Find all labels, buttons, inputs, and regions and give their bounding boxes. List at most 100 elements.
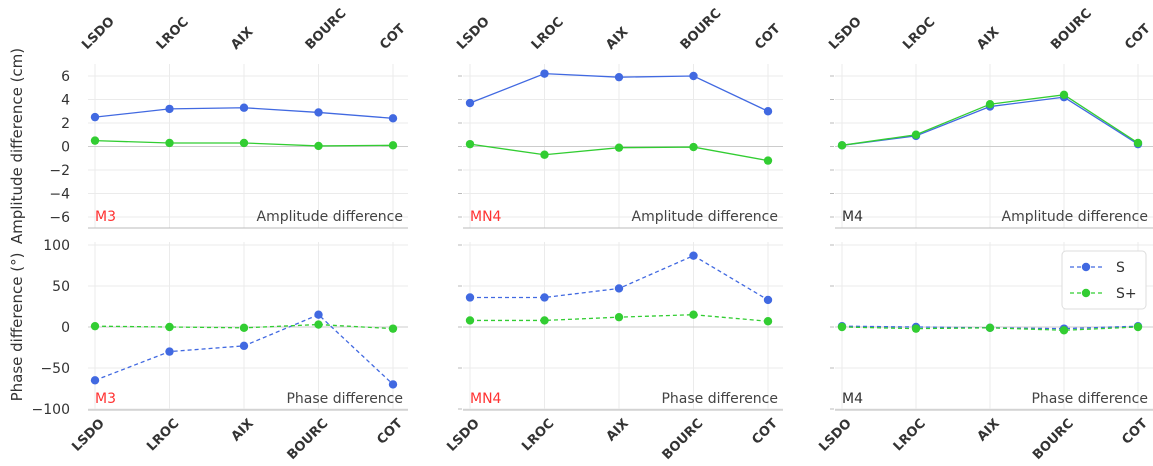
panel-amplitude-mn4-series-s-point	[689, 71, 698, 81]
station-label-top: AIX	[228, 25, 256, 53]
panel-phase-m3-series-s-point	[165, 347, 174, 356]
panel-amplitude-m4-constituent-label: M4	[842, 209, 863, 225]
panel-phase-m3-series-s-point	[90, 376, 100, 385]
station-label-top: COT	[752, 21, 784, 53]
panel-amplitude-mn4-series-s-plus-point	[689, 142, 698, 152]
panel-phase-m3-series-s-point	[239, 341, 249, 351]
station-label-top: LROC	[900, 15, 938, 53]
station-label-bottom: BOURC	[285, 416, 332, 462]
panel-amplitude-m3-series-s-plus-point	[239, 138, 249, 148]
station-label-top: BOURC	[1048, 6, 1095, 53]
panel-phase-m3-ytick: 100	[43, 238, 70, 254]
panel-amplitude-m3-series-s-plus-point	[314, 141, 323, 151]
panel-phase-mn4-constituent-label: MN4	[470, 391, 502, 407]
panel-phase-mn4-series-s-point	[689, 251, 698, 260]
station-label-bottom: LSDO	[444, 416, 483, 455]
panel-amplitude-mn4-series-s-plus-point	[614, 143, 624, 152]
station-label-bottom: AIX	[229, 416, 257, 444]
station-label-bottom: COT	[374, 416, 406, 448]
station-label-top: BOURC	[678, 6, 725, 53]
panel-amplitude-m3-series-s-point	[388, 114, 398, 123]
panel-amplitude-m3-series-s-point	[239, 103, 249, 112]
panel-amplitude-m3-series-s-plus-point	[388, 141, 398, 150]
panel-amplitude-m3-title: Amplitude difference	[257, 209, 403, 225]
panel-amplitude-m4-series-s-plus-point	[911, 130, 921, 139]
legend-label-s: S	[1116, 260, 1125, 276]
station-label-bottom: LROC	[519, 416, 557, 454]
panel-amplitude-m3-ytick: −6	[49, 210, 70, 226]
panel-phase-m3-constituent-label: M3	[95, 391, 116, 407]
panel-phase-mn4-series-s-point	[614, 284, 624, 293]
panel-phase-m4-series-s-plus-point	[1133, 322, 1143, 332]
panel-amplitude-mn4-title: Amplitude difference	[632, 209, 778, 225]
station-label-bottom: LROC	[144, 416, 182, 454]
station-label-bottom: AIX	[975, 416, 1003, 444]
legend-label-s-plus: S+	[1116, 286, 1137, 302]
station-label-bottom: BOURC	[1030, 416, 1077, 462]
panel-phase-m4-series-s-plus-point	[1059, 326, 1069, 335]
panel-phase-mn4-series-s-plus-point	[614, 312, 624, 322]
station-label-top: LSDO	[79, 14, 118, 53]
panel-amplitude-m3-constituent-label: M3	[95, 209, 116, 225]
station-label-top: AIX	[603, 25, 631, 53]
panel-amplitude-m3-series-s-plus-point	[90, 136, 100, 145]
panel-phase-m3-series-s-point	[388, 380, 398, 389]
amplitude-ylabel: Amplitude difference (cm)	[8, 48, 26, 244]
panel-amplitude-m3-ytick: −4	[49, 187, 70, 203]
panel-phase-mn4-series-s-plus-point	[763, 317, 773, 326]
station-label-top: COT	[1122, 21, 1153, 53]
panel-amplitude-m3-series-s-point	[314, 108, 323, 117]
panel-amplitude-mn4-series-s-point	[540, 69, 549, 78]
station-label-top: LSDO	[454, 14, 493, 53]
legend-marker-s	[1081, 262, 1091, 272]
panel-amplitude-mn4-series-s-point	[614, 72, 624, 82]
panel-phase-m4-series-s-plus-point	[911, 324, 921, 333]
panel-amplitude-m3-series-s-point	[90, 112, 100, 122]
panel-phase-mn4-series-s-plus-point	[540, 316, 549, 325]
panel-amplitude-m3-ytick: 6	[61, 69, 70, 85]
panel-phase-m3-series-s-plus-point	[239, 323, 249, 333]
station-label-top: LROC	[154, 15, 192, 53]
panel-phase-m3-series-s-plus-point	[314, 320, 323, 329]
panel-phase-m3-series-s-plus-point	[90, 321, 100, 331]
panel-phase-m3-series-s-plus-point	[165, 322, 174, 332]
panel-phase-mn4-series-s-point	[540, 293, 549, 302]
panel-amplitude-m3-series-s-plus-point	[165, 138, 174, 148]
panel-phase-m3-series-s-plus-point	[388, 324, 398, 333]
panel-amplitude-m4-series-s-plus-point	[837, 141, 847, 150]
panel-phase-m3-title: Phase difference	[286, 391, 403, 407]
panel-amplitude-mn4-series-s-point	[763, 107, 773, 116]
panel-amplitude-mn4-constituent-label: MN4	[470, 209, 502, 225]
panel-amplitude-m3-ytick: 4	[61, 93, 70, 109]
panel-amplitude-mn4-series-s-plus-point	[540, 150, 549, 159]
panel-amplitude-m3-ytick: 2	[61, 116, 70, 132]
phase-ylabel: Phase difference (°)	[8, 253, 26, 402]
panel-amplitude-m4-title: Amplitude difference	[1002, 209, 1148, 225]
station-label-top: COT	[377, 21, 409, 53]
panel-phase-m4-title: Phase difference	[1031, 391, 1148, 407]
station-label-bottom: COT	[749, 416, 781, 448]
panel-phase-mn4-series-s-plus-point	[465, 316, 475, 325]
panel-phase-m3-ytick: 50	[52, 279, 70, 295]
panel-phase-mn4-series-s-point	[465, 293, 475, 302]
panel-phase-m3-ytick: 0	[61, 320, 70, 336]
panel-phase-mn4-series-s-plus-point	[689, 310, 698, 319]
station-label-bottom: LSDO	[69, 416, 108, 455]
station-label-bottom: LROC	[891, 416, 929, 454]
station-label-top: AIX	[974, 25, 1002, 53]
panel-phase-mn4-series-s-point	[763, 295, 773, 305]
panel-amplitude-mn4-series-s-point	[465, 98, 475, 108]
panel-phase-m4-series-s-plus-point	[985, 323, 995, 333]
panel-amplitude-mn4-series-s-plus-point	[763, 156, 773, 165]
panel-phase-m3-ytick: −50	[40, 361, 70, 377]
panel-phase-mn4-title: Phase difference	[661, 391, 778, 407]
station-label-bottom: BOURC	[660, 416, 707, 462]
station-label-top: BOURC	[303, 6, 350, 53]
panel-amplitude-m3-ytick: 0	[61, 140, 70, 156]
panel-amplitude-m4-series-s-plus-point	[1059, 90, 1069, 100]
panel-amplitude-m4-series-s-plus-point	[1133, 138, 1143, 148]
station-label-bottom: COT	[1119, 416, 1151, 448]
station-label-bottom: AIX	[604, 416, 632, 444]
